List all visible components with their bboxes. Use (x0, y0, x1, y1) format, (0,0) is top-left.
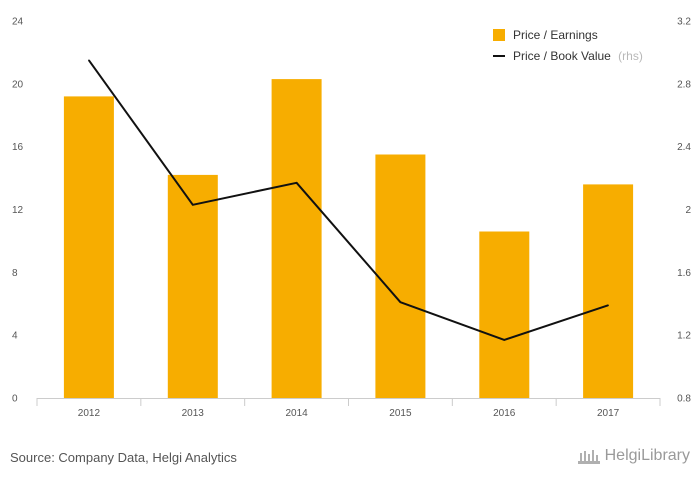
brand-name: HelgiLibrary (604, 447, 690, 464)
line-point-2017 (607, 304, 609, 307)
line-group (88, 59, 609, 341)
x-tick-label-2014: 2014 (285, 408, 308, 419)
x-tick-label-2013: 2013 (182, 408, 205, 419)
y-left-tick-label: 0 (12, 394, 18, 405)
legend: Price / Earnings Price / Book Value (rhs… (493, 28, 643, 63)
line-point-2015 (399, 301, 402, 304)
y-left-tick-label: 16 (12, 142, 24, 153)
line-point-2016 (503, 339, 506, 341)
bar-2014 (271, 79, 322, 398)
y-axis-left: 0 4 8 12 16 20 24 (12, 17, 24, 405)
bar-2017 (583, 184, 634, 398)
y-right-tick-label: 1.6 (677, 268, 691, 279)
price-book-line (88, 59, 609, 341)
line-point-2014 (295, 182, 298, 184)
bar-2015 (375, 154, 426, 398)
source-note: Source: Company Data, Helgi Analytics (10, 450, 237, 465)
chart-area: 2012 2013 2014 2015 2016 2017 0 4 8 12 16 20 24 0.8… (12, 17, 691, 420)
y-right-tick-label: 2 (685, 205, 691, 216)
legend-label-bar: Price / Earnings (513, 28, 598, 42)
y-right-tick-label: 1.2 (677, 331, 691, 342)
y-left-tick-label: 24 (12, 17, 24, 28)
bar-2016 (479, 231, 530, 398)
bar-2012 (63, 96, 114, 399)
x-tick-label-2016: 2016 (493, 408, 516, 419)
x-tick-label-2017: 2017 (597, 408, 620, 419)
legend-label-line: Price / Book Value (rhs) (513, 49, 643, 63)
legend-label-line-note: (rhs) (618, 49, 643, 63)
legend-label-line-name: Price / Book Value (513, 49, 611, 63)
y-left-tick-label: 12 (12, 205, 24, 216)
x-axis: 2012 2013 2014 2015 2016 2017 (36, 398, 661, 419)
x-tick-label-2012: 2012 (78, 408, 101, 419)
y-left-tick-label: 8 (12, 268, 18, 279)
bars-group (63, 79, 634, 399)
bar-2013 (167, 174, 218, 398)
y-axis-right: 0.8 1.2 1.6 2 2.4 2.8 3.2 (677, 17, 691, 405)
building-icon (577, 450, 600, 464)
y-right-tick-label: 0.8 (677, 394, 691, 405)
y-right-tick-label: 3.2 (677, 17, 691, 28)
legend-swatch-bar (493, 29, 505, 41)
y-right-tick-label: 2.8 (677, 79, 691, 90)
x-tick-label-2015: 2015 (389, 408, 412, 419)
y-left-tick-label: 20 (12, 79, 24, 90)
brand-logo: HelgiLibrary (577, 447, 690, 465)
line-point-2012 (88, 59, 90, 62)
y-left-tick-label: 4 (12, 331, 18, 342)
line-point-2013 (192, 204, 194, 206)
y-right-tick-label: 2.4 (677, 142, 691, 153)
